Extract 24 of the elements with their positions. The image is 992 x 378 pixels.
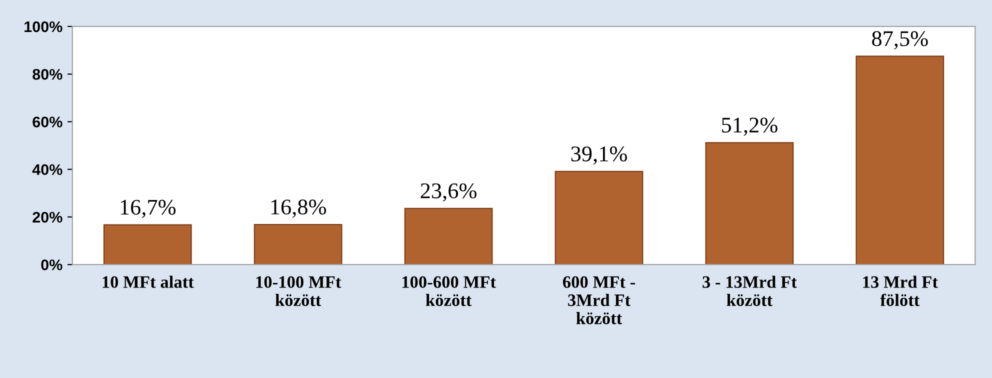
- data-label: 51,2%: [722, 118, 778, 136]
- y-tick-label: 80%: [32, 68, 62, 80]
- bar: [705, 142, 794, 265]
- bar: [103, 224, 192, 265]
- data-label: 87,5%: [872, 31, 928, 50]
- bar: [254, 224, 342, 265]
- bar: [554, 170, 644, 265]
- x-tick-label: 3 - 13Mrd Ft között: [702, 276, 797, 306]
- x-tick-label: 10 MFt alatt: [102, 276, 194, 288]
- x-tick-label: 13 Mrd Ft fölött: [863, 276, 938, 306]
- bar: [404, 208, 493, 265]
- y-tick-label: 0%: [41, 259, 62, 270]
- x-tick-label: 100-600 MFt között: [402, 276, 496, 306]
- y-tick-label: 60%: [32, 116, 62, 128]
- y-tick-label: 40%: [32, 164, 62, 176]
- y-tick-label: 100%: [24, 21, 62, 32]
- bar: [856, 56, 944, 265]
- data-label: 16,8%: [271, 200, 326, 218]
- x-tick-label: 600 MFt - 3Mrd Ft között: [562, 276, 636, 324]
- x-tick-label: 10-100 MFt között: [256, 276, 342, 306]
- data-label: 16,7%: [120, 200, 176, 218]
- y-tick-label: 20%: [32, 212, 62, 223]
- data-label: 23,6%: [420, 183, 476, 202]
- data-label: 39,1%: [571, 146, 627, 165]
